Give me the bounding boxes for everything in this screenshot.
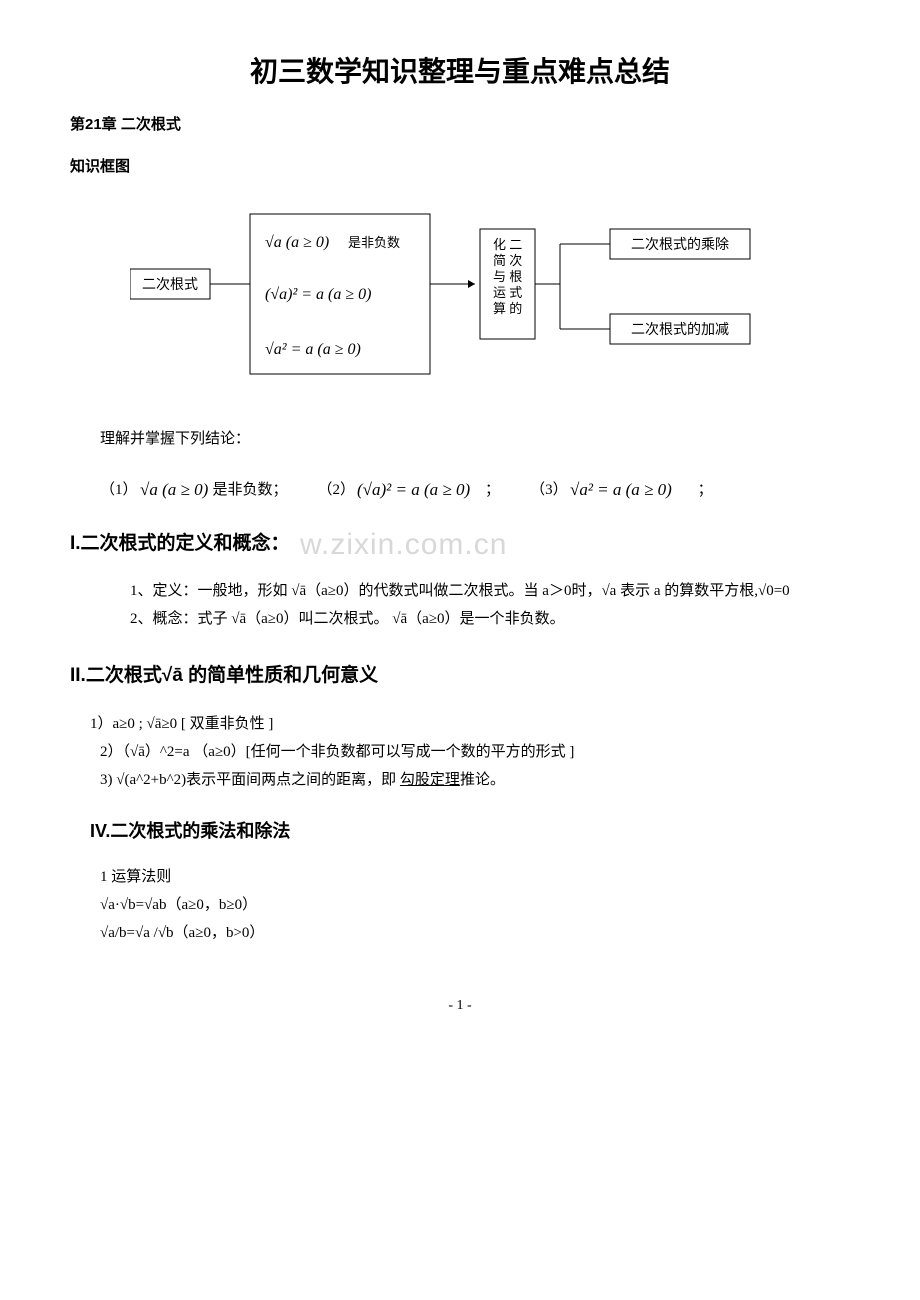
diagram-box4: 二次根式的乘除	[631, 237, 729, 253]
page-number: - 1 -	[70, 995, 850, 1017]
pythagoras-link[interactable]: 勾股定理	[400, 772, 460, 788]
section-1-p2: 2、概念：式子 √ā（a≥0）叫二次根式。 √ā（a≥0）是一个非负数。	[100, 607, 850, 631]
svg-text:(√a)² = a (a ≥ 0): (√a)² = a (a ≥ 0)	[357, 480, 470, 499]
subheading: 知识框图	[70, 155, 850, 179]
diagram-box5: 二次根式的加减	[631, 322, 729, 338]
diagram-formula-2: (√a)² = a (a ≥ 0)	[265, 286, 371, 303]
conclusion-3-suffix: ；	[698, 478, 713, 502]
conclusion-intro: 理解并掌握下列结论：	[100, 427, 850, 451]
svg-text:√a (a ≥ 0): √a (a ≥ 0)	[140, 480, 209, 499]
section-2-l3: 3) √(a^2+b^2)表示平面间两点之间的距离，即 勾股定理推论。	[100, 768, 850, 792]
svg-text:运 式: 运 式	[493, 285, 522, 300]
section-2-l2: 2）（√ā）^2=a （a≥0）[任何一个非负数都可以写成一个数的平方的形式 ]	[100, 740, 850, 764]
section-1-heading: I.二次根式的定义和概念：	[70, 529, 850, 559]
diagram-formula-1: √a (a ≥ 0)	[265, 234, 329, 251]
svg-text:算 的: 算 的	[493, 301, 522, 316]
svg-text:化 二: 化 二	[493, 237, 522, 252]
section-2-l1: 1）a≥0 ; √ā≥0 [ 双重非负性 ]	[90, 712, 850, 736]
conclusion-3-label: （3）	[530, 478, 568, 502]
conclusion-2-suffix: ；	[485, 478, 500, 502]
chapter-title: 第21章 二次根式	[70, 113, 850, 137]
section-3-p1: 1 运算法则	[100, 865, 850, 889]
conclusion-1-suffix: 是非负数；	[213, 478, 288, 502]
conclusion-row: （1） √a (a ≥ 0) 是非负数； （2） (√a)² = a (a ≥ …	[100, 476, 850, 504]
svg-text:与 根: 与 根	[493, 269, 522, 284]
svg-text:√a² = a (a ≥ 0): √a² = a (a ≥ 0)	[570, 480, 672, 499]
svg-text:简 次: 简 次	[493, 253, 522, 268]
page-title: 初三数学知识整理与重点难点总结	[70, 50, 850, 95]
diagram-formula-3: √a² = a (a ≥ 0)	[265, 341, 361, 358]
conclusion-2-label: （2）	[318, 478, 356, 502]
section-3-p3: √a/b=√a /√b（a≥0，b>0）	[100, 921, 850, 945]
diagram-box1: 二次根式	[142, 277, 198, 293]
knowledge-diagram: 二次根式 √a (a ≥ 0) 是非负数 (√a)² = a (a ≥ 0) √…	[130, 199, 850, 397]
section-1-p1: 1、定义：一般地，形如 √ā（a≥0）的代数式叫做二次根式。当 a＞0时，√a …	[100, 579, 850, 603]
conclusion-1-label: （1）	[100, 478, 138, 502]
section-3-heading: IV.二次根式的乘法和除法	[90, 817, 850, 846]
section-3-p2: √a·√b=√ab（a≥0，b≥0）	[100, 893, 850, 917]
section-2-heading: II.二次根式√ā 的简单性质和几何意义	[70, 661, 850, 691]
svg-text:是非负数: 是非负数	[348, 235, 400, 250]
